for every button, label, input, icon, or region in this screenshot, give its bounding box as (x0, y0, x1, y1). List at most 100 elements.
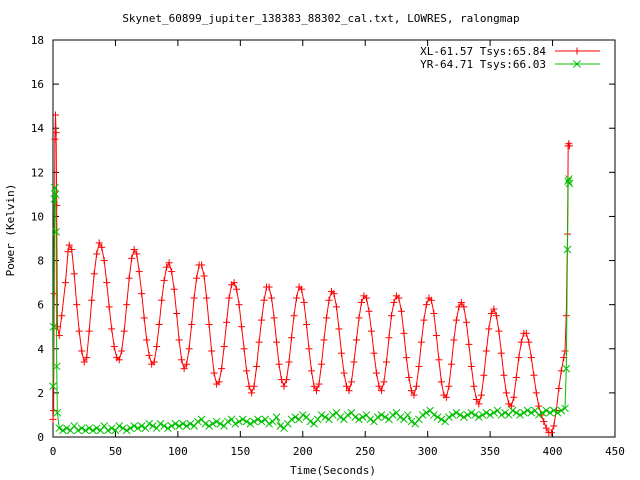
data-point (78, 347, 86, 355)
data-point (53, 408, 62, 417)
data-point (193, 274, 201, 282)
data-point (268, 294, 276, 302)
data-point (74, 426, 82, 435)
data-point (52, 129, 60, 137)
data-point (564, 177, 573, 186)
data-point (402, 354, 410, 362)
data-point (561, 404, 569, 413)
data-point (395, 294, 403, 302)
data-point (231, 419, 240, 428)
data-point (527, 354, 535, 362)
data-point (61, 279, 69, 287)
data-point (460, 303, 468, 311)
data-point (287, 415, 296, 424)
data-point (497, 349, 505, 357)
data-point (412, 382, 420, 390)
data-point (342, 382, 350, 390)
data-point (480, 371, 488, 379)
data-point (265, 283, 273, 291)
data-point (403, 411, 412, 419)
data-point (198, 261, 206, 269)
data-point (115, 422, 124, 430)
data-point (171, 419, 180, 428)
data-point (145, 351, 153, 359)
y-tick-label: 0 (37, 431, 44, 444)
data-point (167, 422, 176, 430)
data-point (212, 417, 221, 426)
data-point (328, 411, 337, 419)
data-point (70, 270, 78, 278)
data-point (562, 312, 570, 320)
data-point (303, 321, 311, 329)
data-point (463, 411, 472, 419)
data-point (563, 245, 572, 254)
data-point (164, 424, 172, 433)
y-tick-label: 4 (37, 343, 44, 356)
data-point (345, 387, 353, 395)
data-point (65, 241, 73, 249)
data-point (465, 340, 473, 348)
x-tick-label: 400 (543, 445, 563, 458)
data-point (158, 296, 166, 304)
data-point (478, 411, 487, 419)
data-point (317, 411, 326, 419)
y-tick-label: 10 (31, 210, 44, 223)
data-point (270, 314, 278, 322)
data-point (53, 323, 61, 331)
data-point (487, 309, 495, 317)
data-point (175, 336, 183, 344)
data-point (118, 347, 126, 355)
data-point (163, 263, 171, 271)
data-point (530, 371, 538, 379)
data-point (492, 312, 500, 320)
data-point (358, 413, 367, 422)
data-point (143, 336, 151, 344)
y-axis-label: Power (Kelvin) (4, 184, 17, 277)
data-point (433, 413, 442, 422)
data-point (549, 406, 558, 415)
data-point (62, 424, 71, 433)
data-point (248, 389, 256, 397)
data-point (240, 345, 248, 353)
data-point (565, 142, 573, 150)
data-point (160, 422, 169, 430)
data-point (49, 415, 57, 423)
data-point (153, 343, 161, 351)
data-point (553, 408, 562, 417)
data-point (138, 290, 146, 298)
data-point (85, 327, 93, 335)
data-point (51, 183, 59, 192)
y-tick-label: 12 (31, 166, 44, 179)
data-point (293, 294, 301, 302)
data-point (340, 369, 348, 377)
data-point (223, 417, 232, 426)
data-point (323, 314, 331, 322)
data-point (343, 411, 352, 419)
data-point (351, 413, 360, 422)
data-point (170, 285, 178, 293)
data-point (475, 413, 483, 422)
data-point (255, 338, 263, 346)
data-point (335, 325, 343, 333)
data-point (508, 406, 517, 415)
data-point (336, 413, 345, 422)
data-point (188, 321, 196, 329)
data-point (285, 358, 293, 366)
data-point (140, 314, 148, 322)
data-point (225, 294, 233, 302)
data-point (203, 294, 211, 302)
data-point (165, 259, 173, 267)
data-point (422, 301, 430, 309)
data-point (68, 246, 76, 254)
data-point (238, 415, 247, 424)
data-point (88, 296, 96, 304)
x-tick-label: 250 (355, 445, 375, 458)
data-point (120, 327, 128, 335)
data-point (385, 334, 393, 342)
data-point (561, 347, 569, 355)
data-point (486, 411, 494, 419)
data-point (382, 358, 390, 366)
data-point (387, 312, 395, 320)
data-point (377, 411, 386, 419)
